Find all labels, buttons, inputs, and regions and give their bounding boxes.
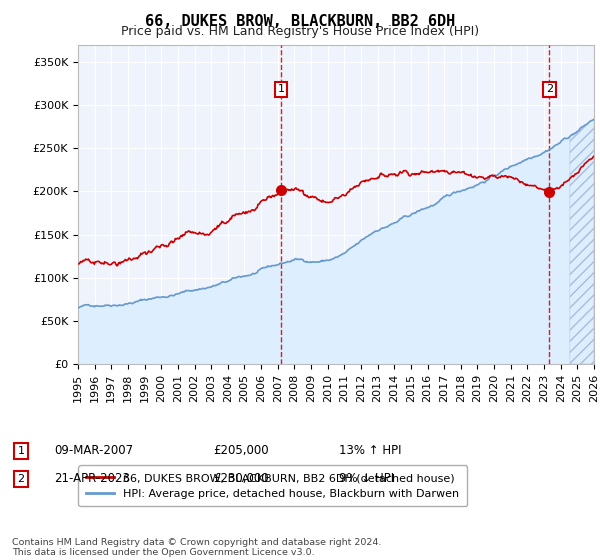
Text: 13% ↑ HPI: 13% ↑ HPI xyxy=(339,444,401,458)
Text: £230,000: £230,000 xyxy=(213,472,269,486)
Text: 09-MAR-2007: 09-MAR-2007 xyxy=(54,444,133,458)
Legend: 66, DUKES BROW, BLACKBURN, BB2 6DH (detached house), HPI: Average price, detache: 66, DUKES BROW, BLACKBURN, BB2 6DH (deta… xyxy=(79,465,467,506)
Text: £205,000: £205,000 xyxy=(213,444,269,458)
Text: 1: 1 xyxy=(277,85,284,95)
Text: 2: 2 xyxy=(17,474,25,484)
Text: 66, DUKES BROW, BLACKBURN, BB2 6DH: 66, DUKES BROW, BLACKBURN, BB2 6DH xyxy=(145,14,455,29)
Text: 21-APR-2023: 21-APR-2023 xyxy=(54,472,130,486)
Text: 1: 1 xyxy=(17,446,25,456)
Text: 9% ↓ HPI: 9% ↓ HPI xyxy=(339,472,394,486)
Text: Price paid vs. HM Land Registry's House Price Index (HPI): Price paid vs. HM Land Registry's House … xyxy=(121,25,479,38)
Text: Contains HM Land Registry data © Crown copyright and database right 2024.
This d: Contains HM Land Registry data © Crown c… xyxy=(12,538,382,557)
Text: 2: 2 xyxy=(545,85,553,95)
